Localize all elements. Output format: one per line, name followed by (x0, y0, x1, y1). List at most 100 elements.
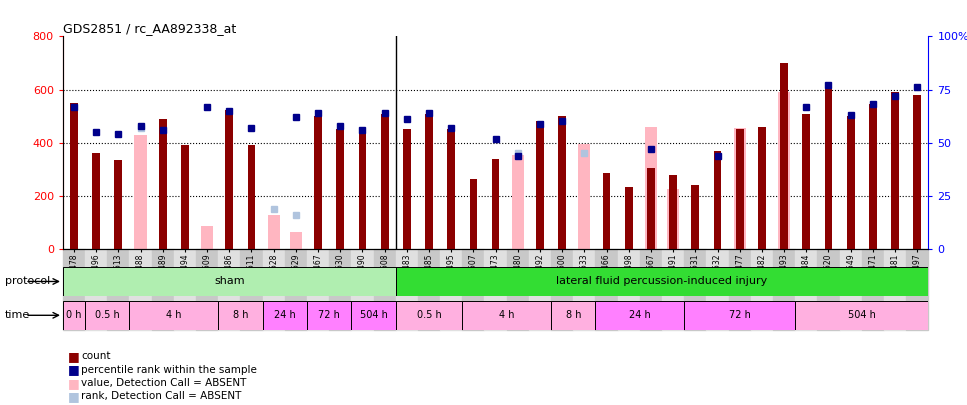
Bar (307, 249, 329, 330)
Bar (448, 130, 455, 249)
Text: value, Detection Call = ABSENT: value, Detection Call = ABSENT (81, 378, 247, 388)
Bar (884, 249, 906, 330)
Bar (134, 135, 147, 249)
Bar (669, 175, 677, 249)
Bar (63, 301, 85, 330)
Bar (803, 113, 810, 249)
Bar (825, 84, 833, 249)
Bar (114, 160, 122, 249)
Bar (381, 113, 389, 249)
Bar (734, 128, 746, 249)
Bar (92, 153, 100, 249)
Bar (778, 92, 790, 249)
Bar (685, 249, 707, 330)
Bar (536, 122, 543, 249)
Bar (869, 104, 877, 249)
Text: count: count (81, 352, 111, 361)
Text: time: time (5, 310, 30, 320)
Bar (714, 151, 721, 249)
Bar (174, 249, 196, 330)
Bar (906, 249, 928, 330)
Text: 24 h: 24 h (629, 310, 651, 320)
Bar (780, 63, 788, 249)
Bar (130, 249, 152, 330)
Bar (403, 130, 411, 249)
Text: protocol: protocol (5, 277, 50, 286)
Bar (640, 249, 662, 330)
Bar (290, 232, 302, 249)
Bar (662, 249, 685, 330)
Bar (685, 301, 795, 330)
Bar (359, 130, 366, 249)
Bar (529, 249, 551, 330)
Bar (152, 249, 174, 330)
Text: 24 h: 24 h (274, 310, 296, 320)
Bar (512, 155, 524, 249)
Bar (736, 130, 744, 249)
Bar (219, 301, 263, 330)
Bar (750, 249, 773, 330)
Text: 8 h: 8 h (233, 310, 249, 320)
Bar (196, 249, 219, 330)
Text: lateral fluid percussion-induced injury: lateral fluid percussion-induced injury (556, 277, 768, 286)
Text: ■: ■ (68, 390, 79, 403)
Bar (70, 103, 77, 249)
Text: ■: ■ (68, 377, 79, 390)
Text: 504 h: 504 h (360, 310, 388, 320)
Bar (462, 301, 551, 330)
Bar (373, 249, 396, 330)
Bar (596, 301, 685, 330)
Bar (647, 168, 655, 249)
Bar (263, 249, 284, 330)
Bar (284, 249, 307, 330)
Bar (707, 249, 728, 330)
Bar (396, 249, 418, 330)
Bar (425, 113, 433, 249)
Bar (268, 215, 279, 249)
Bar (85, 301, 130, 330)
Text: 72 h: 72 h (729, 310, 750, 320)
Bar (351, 249, 373, 330)
Bar (396, 267, 928, 296)
Bar (491, 159, 500, 249)
Bar (351, 301, 396, 330)
Text: rank, Detection Call = ABSENT: rank, Detection Call = ABSENT (81, 392, 242, 401)
Bar (596, 249, 618, 330)
Bar (201, 226, 213, 249)
Bar (758, 127, 766, 249)
Bar (847, 116, 855, 249)
Text: ■: ■ (68, 350, 79, 363)
Bar (248, 145, 255, 249)
Bar (130, 301, 219, 330)
Bar (914, 95, 922, 249)
Bar (862, 249, 884, 330)
Text: 0.5 h: 0.5 h (417, 310, 441, 320)
Bar (314, 116, 322, 249)
Bar (107, 249, 130, 330)
Text: 0 h: 0 h (66, 310, 81, 320)
Bar (602, 173, 610, 249)
Bar (573, 249, 596, 330)
Text: 504 h: 504 h (848, 310, 876, 320)
Bar (337, 130, 344, 249)
Text: sham: sham (214, 277, 245, 286)
Bar (578, 144, 591, 249)
Bar (225, 109, 233, 249)
Bar (263, 301, 307, 330)
Bar (728, 249, 750, 330)
Bar (219, 249, 241, 330)
Bar (645, 127, 657, 249)
Bar (241, 249, 263, 330)
Text: 72 h: 72 h (318, 310, 340, 320)
Bar (795, 301, 928, 330)
Bar (181, 145, 189, 249)
Bar (470, 179, 478, 249)
Bar (625, 187, 632, 249)
Bar (484, 249, 507, 330)
Text: 8 h: 8 h (566, 310, 581, 320)
Text: percentile rank within the sample: percentile rank within the sample (81, 365, 257, 375)
Text: 4 h: 4 h (166, 310, 182, 320)
Bar (63, 267, 396, 296)
Bar (892, 92, 899, 249)
Bar (817, 249, 839, 330)
